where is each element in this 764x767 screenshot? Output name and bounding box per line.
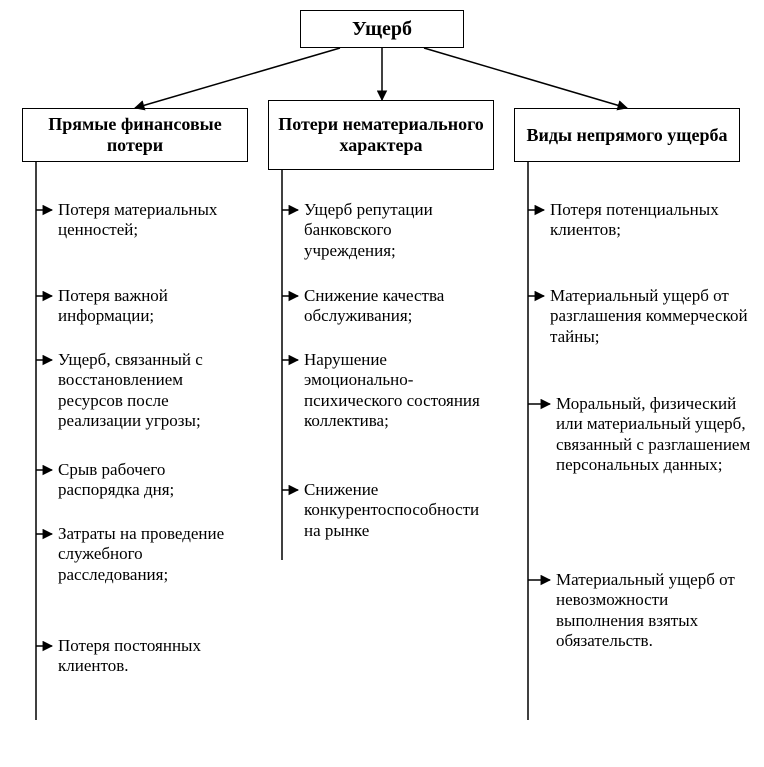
list-item: Моральный, физический или материальный у… [556,394,751,476]
list-item: Снижение конкурентоспособности на рынке [304,480,494,541]
list-item: Потеря потенциальных клиентов; [550,200,730,241]
list-item: Ущерб, связанный с восстановлением ресур… [58,350,248,432]
list-item: Затраты на проведение служебного расслед… [58,524,228,585]
category-label-2: Виды непрямого ущерба [527,125,728,146]
category-label-0: Прямые финансовые потери [27,114,243,155]
list-item: Потеря важной информации; [58,286,228,327]
list-item: Материальный ущерб от невозможности выпо… [556,570,756,652]
diagram-canvas: Ущерб Прямые финансовые потери Потери не… [0,0,764,767]
list-item: Потеря постоянных клиентов. [58,636,248,677]
list-item: Снижение качества обслуживания; [304,286,484,327]
category-label-1: Потери нематериального характера [273,114,489,155]
category-box-1: Потери нематериального характера [268,100,494,170]
list-item: Срыв рабочего распорядка дня; [58,460,238,501]
root-box: Ущерб [300,10,464,48]
list-item: Ущерб репутации банковского учреждения; [304,200,484,261]
list-item: Материальный ущерб от разглашения коммер… [550,286,750,347]
category-box-0: Прямые финансовые потери [22,108,248,162]
category-box-2: Виды непрямого ущерба [514,108,740,162]
list-item: Нарушение эмоционально-психического сост… [304,350,484,432]
list-item: Потеря материальных ценностей; [58,200,228,241]
root-label: Ущерб [352,18,412,41]
